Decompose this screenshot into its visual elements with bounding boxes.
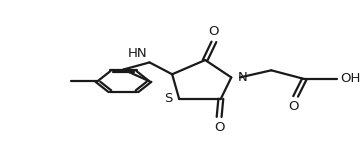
Text: N: N — [237, 71, 247, 84]
Text: HN: HN — [128, 47, 148, 60]
Text: OH: OH — [340, 73, 361, 85]
Text: O: O — [214, 121, 224, 134]
Text: O: O — [209, 25, 219, 38]
Text: S: S — [164, 92, 173, 105]
Text: O: O — [289, 100, 299, 113]
